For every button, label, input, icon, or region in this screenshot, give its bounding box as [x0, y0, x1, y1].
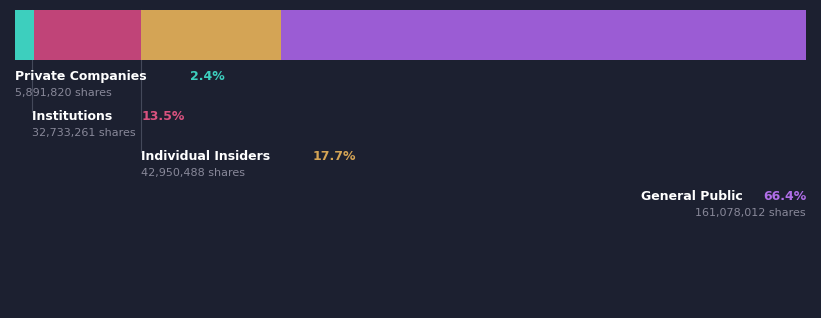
Bar: [15, 10, 34, 60]
Bar: [281, 10, 806, 60]
Text: 2.4%: 2.4%: [190, 70, 225, 83]
Text: 17.7%: 17.7%: [313, 150, 356, 163]
Text: 42,950,488 shares: 42,950,488 shares: [140, 168, 245, 178]
Text: Private Companies: Private Companies: [15, 70, 151, 83]
Text: 161,078,012 shares: 161,078,012 shares: [695, 208, 806, 218]
Text: General Public: General Public: [641, 190, 747, 203]
Text: 13.5%: 13.5%: [141, 110, 185, 123]
Text: Institutions: Institutions: [32, 110, 117, 123]
Bar: [140, 10, 281, 60]
Text: 5,891,820 shares: 5,891,820 shares: [15, 88, 112, 98]
Text: Individual Insiders: Individual Insiders: [140, 150, 274, 163]
Text: 66.4%: 66.4%: [763, 190, 806, 203]
Bar: [34, 10, 140, 60]
Text: 32,733,261 shares: 32,733,261 shares: [32, 128, 135, 138]
